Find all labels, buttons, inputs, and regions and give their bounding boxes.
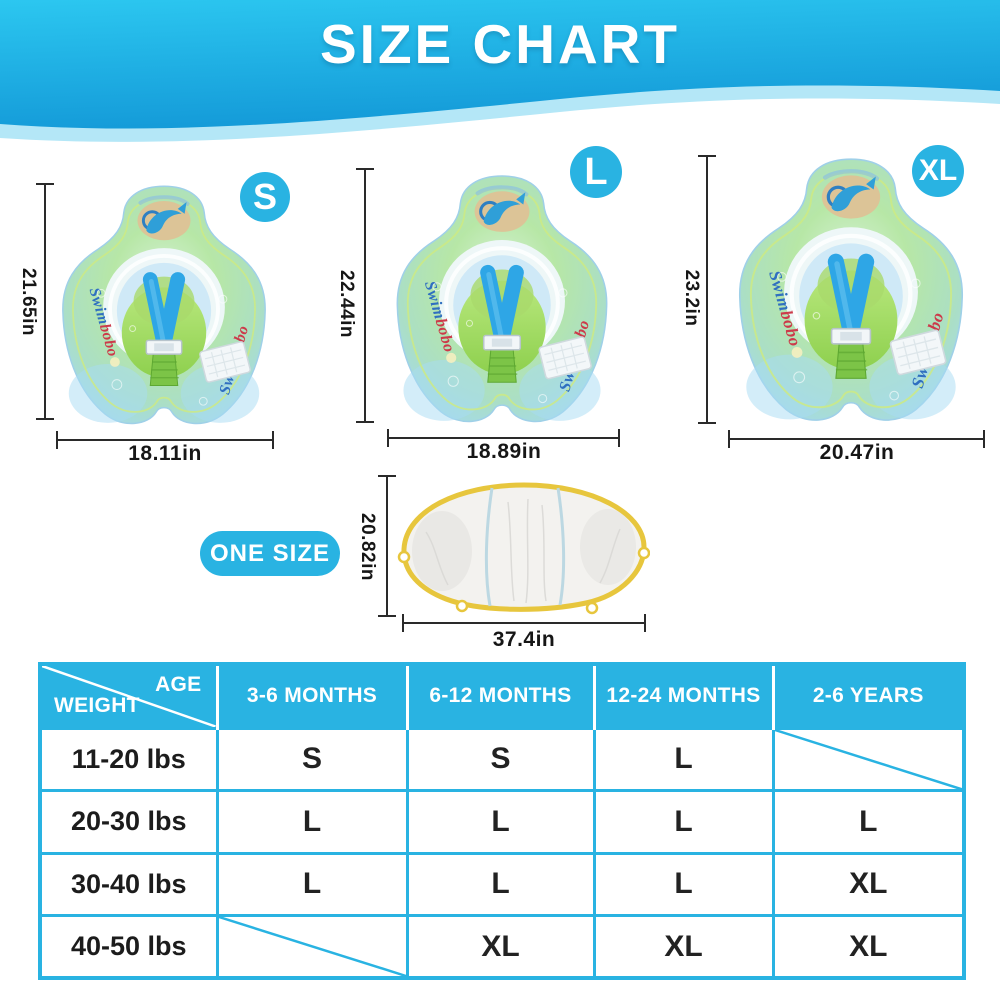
diagonal-strikethrough xyxy=(775,730,963,790)
size-badge-l: L xyxy=(570,146,622,198)
swim-float-illustration-l: Swimbobo Swimbobo xyxy=(390,173,614,429)
size-cell: L xyxy=(215,789,409,855)
height-dimension-label-xl: 23.2in xyxy=(681,269,702,327)
column-header-age-1: 6-12 MONTHS xyxy=(405,664,594,728)
table-row: 30-40 lbs L L L XL xyxy=(38,851,966,917)
table-header-row: AGE WEIGHT 3-6 MONTHS 6-12 MONTHS 12-24 … xyxy=(40,664,964,728)
size-badge-s: S xyxy=(240,172,290,222)
width-dimension-line-l xyxy=(387,429,620,447)
width-dimension-line-s xyxy=(56,431,274,449)
size-cell: XL xyxy=(592,914,775,980)
size-cell: L xyxy=(592,789,775,855)
page-title: SIZE CHART xyxy=(320,13,680,75)
one-size-badge: ONE SIZE xyxy=(200,531,340,576)
table-row: 40-50 lbs XL XL XL xyxy=(38,914,966,980)
height-dimension-line-s xyxy=(36,183,54,420)
size-cell: XL xyxy=(771,851,966,917)
table-row: 20-30 lbs L L L L xyxy=(38,789,966,855)
diagonal-strikethrough xyxy=(219,917,406,976)
size-cell: L xyxy=(215,851,409,917)
height-dimension-line-canopy xyxy=(378,475,396,617)
size-table: AGE WEIGHT 3-6 MONTHS 6-12 MONTHS 12-24 … xyxy=(38,662,966,980)
size-cell: L xyxy=(405,851,596,917)
swim-float-illustration-s: Swimbobo Swimbobo xyxy=(56,182,272,432)
size-badge-xl: XL xyxy=(912,145,964,197)
weight-cell: 30-40 lbs xyxy=(38,851,219,917)
width-dimension-label-l: 18.89in xyxy=(466,440,542,463)
weight-cell: 20-30 lbs xyxy=(38,789,219,855)
banner: SIZE CHART xyxy=(0,0,1000,150)
width-dimension-label-s: 18.11in xyxy=(128,442,202,465)
width-dimension-line-canopy xyxy=(402,614,646,632)
height-dimension-line-l xyxy=(356,168,374,423)
corner-weight-label: WEIGHT xyxy=(54,693,140,717)
corner-diagonal-line xyxy=(42,666,216,727)
column-header-age-2: 12-24 MONTHS xyxy=(592,664,773,728)
size-cell: S xyxy=(215,726,409,792)
column-header-age-3: 2-6 YEARS xyxy=(771,664,964,728)
weight-cell: 40-50 lbs xyxy=(38,914,219,980)
width-dimension-label-xl: 20.47in xyxy=(819,441,895,464)
size-cell: S xyxy=(405,726,596,792)
size-cell: L xyxy=(771,789,966,855)
not-applicable-cell xyxy=(215,914,409,980)
height-dimension-label-canopy: 20.82in xyxy=(357,513,378,581)
corner-age-label: AGE xyxy=(155,673,202,696)
table-row: 11-20 lbs S S L xyxy=(38,726,966,792)
banner-wave-graphic xyxy=(0,0,1000,142)
width-dimension-label-canopy: 37.4in xyxy=(492,628,556,651)
size-cell: L xyxy=(592,851,775,917)
size-cell: XL xyxy=(771,914,966,980)
weight-cell: 11-20 lbs xyxy=(38,726,219,792)
size-cell: L xyxy=(405,789,596,855)
column-header-age-0: 3-6 MONTHS xyxy=(215,664,407,728)
not-applicable-cell xyxy=(771,726,966,792)
height-dimension-label-s: 21.65in xyxy=(18,268,39,336)
swim-float-illustration-xl: Swimbobo Swimbobo xyxy=(732,156,970,428)
width-dimension-line-xl xyxy=(728,430,985,448)
height-dimension-label-l: 22.44in xyxy=(336,270,357,338)
size-cell: L xyxy=(592,726,775,792)
table-corner-cell: AGE WEIGHT xyxy=(40,664,217,728)
size-table-container: AGE WEIGHT 3-6 MONTHS 6-12 MONTHS 12-24 … xyxy=(38,662,966,980)
height-dimension-line-xl xyxy=(698,155,716,424)
canopy-illustration xyxy=(396,477,650,617)
size-cell: XL xyxy=(405,914,596,980)
